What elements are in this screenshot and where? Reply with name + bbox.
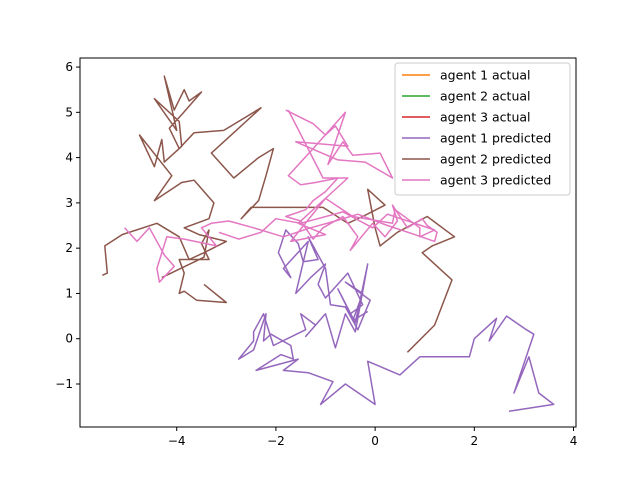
series-line-agent-1-predicted: [237, 229, 555, 412]
series-line-agent-2-predicted: [101, 75, 456, 353]
legend-label: agent 3 actual: [440, 110, 531, 125]
y-tick-label: 2: [65, 241, 73, 255]
series-layer: [101, 75, 555, 412]
legend-label: agent 1 predicted: [440, 131, 551, 146]
legend-label: agent 3 predicted: [440, 173, 551, 188]
series-line-agent-2-predicted-tail-: [161, 229, 228, 304]
series-line-agent-3-predicted-tail-: [218, 109, 436, 243]
legend-label: agent 1 actual: [440, 68, 531, 83]
x-tick-label: 4: [570, 434, 578, 448]
legend: agent 1 actual agent 2 actual agent 3 actu…: [394, 62, 571, 196]
y-tick-label: 1: [65, 286, 73, 300]
y-axis-ticks: −1 0 1 2 3 4 5 6: [55, 60, 80, 391]
y-tick-label: 3: [65, 196, 73, 210]
y-tick-label: 0: [65, 332, 73, 346]
y-tick-label: 6: [65, 60, 73, 74]
legend-box: [394, 62, 571, 196]
series-line-agent-3-predicted: [124, 109, 438, 283]
x-tick-label: −2: [267, 434, 285, 448]
y-tick-label: −1: [55, 377, 73, 391]
y-tick-label: 5: [65, 105, 73, 119]
x-axis-ticks: −4 −2 0 2 4: [168, 427, 577, 448]
y-tick-label: 4: [65, 151, 73, 165]
legend-label: agent 2 actual: [440, 89, 531, 104]
x-tick-label: −4: [168, 434, 186, 448]
axes-frame: [79, 57, 577, 428]
legend-label: agent 2 predicted: [440, 152, 551, 167]
x-tick-label: 2: [470, 434, 478, 448]
x-tick-label: 0: [371, 434, 379, 448]
